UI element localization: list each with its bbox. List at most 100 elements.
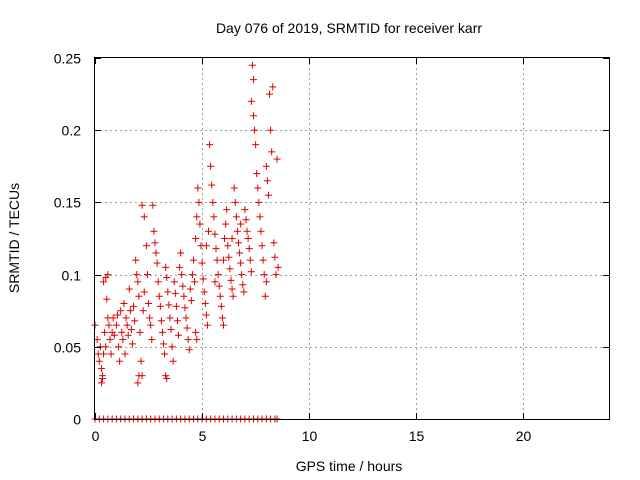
data-point bbox=[103, 295, 111, 303]
data-point bbox=[122, 314, 130, 322]
data-point bbox=[242, 216, 250, 224]
data-point bbox=[139, 307, 147, 315]
data-point bbox=[201, 299, 209, 307]
data-point bbox=[149, 201, 157, 209]
x-tick-label: 10 bbox=[302, 428, 318, 444]
data-point bbox=[247, 97, 255, 105]
plot-frame bbox=[94, 57, 610, 420]
axis-ticks bbox=[95, 58, 609, 420]
data-point bbox=[163, 273, 171, 281]
data-point bbox=[202, 311, 210, 319]
data-point bbox=[184, 336, 192, 344]
data-point bbox=[238, 271, 246, 279]
data-point bbox=[186, 285, 194, 293]
data-point bbox=[127, 325, 135, 333]
data-point bbox=[231, 198, 239, 206]
data-point bbox=[113, 311, 121, 319]
data-point bbox=[161, 350, 169, 358]
data-point bbox=[192, 328, 200, 336]
data-point bbox=[255, 198, 263, 206]
data-point bbox=[178, 271, 186, 279]
data-point bbox=[257, 227, 265, 235]
data-point bbox=[151, 239, 159, 247]
data-point bbox=[258, 242, 266, 250]
data-point bbox=[271, 253, 279, 261]
data-point bbox=[262, 278, 270, 286]
data-point bbox=[152, 249, 160, 257]
data-point bbox=[226, 265, 234, 273]
data-point bbox=[262, 162, 270, 170]
data-point bbox=[199, 275, 207, 283]
data-point bbox=[173, 317, 181, 325]
data-point bbox=[176, 263, 184, 271]
data-point bbox=[157, 317, 165, 325]
data-point bbox=[272, 271, 280, 279]
data-point bbox=[228, 235, 236, 242]
data-point bbox=[211, 278, 219, 286]
data-point bbox=[167, 325, 175, 333]
chart-title: Day 076 of 2019, SRMTID for receiver kar… bbox=[216, 20, 482, 36]
data-point bbox=[193, 336, 201, 344]
data-point bbox=[251, 126, 259, 134]
data-point bbox=[187, 297, 195, 305]
data-point bbox=[202, 242, 210, 250]
data-point bbox=[233, 227, 241, 235]
data-point bbox=[228, 285, 236, 293]
data-point bbox=[220, 256, 227, 264]
data-point bbox=[179, 282, 187, 290]
data-point bbox=[123, 321, 131, 329]
data-point bbox=[171, 289, 179, 297]
data-point bbox=[209, 198, 217, 206]
data-point bbox=[169, 357, 177, 365]
data-point bbox=[100, 278, 108, 286]
data-point bbox=[207, 162, 215, 170]
data-point bbox=[237, 220, 245, 228]
data-point bbox=[97, 364, 105, 372]
data-point bbox=[274, 263, 282, 271]
data-point bbox=[168, 343, 176, 351]
data-point bbox=[175, 331, 183, 339]
data-point bbox=[132, 256, 140, 264]
data-point bbox=[170, 278, 178, 286]
data-point bbox=[162, 263, 170, 271]
data-point bbox=[106, 336, 114, 344]
data-point bbox=[134, 379, 142, 387]
data-point bbox=[153, 259, 161, 267]
data-point bbox=[194, 184, 202, 192]
data-point bbox=[119, 336, 127, 344]
data-point bbox=[249, 112, 257, 120]
data-point bbox=[150, 227, 158, 235]
data-point bbox=[118, 328, 126, 336]
data-points bbox=[91, 61, 282, 423]
data-point bbox=[210, 213, 218, 221]
tick-labels: 0 0.05 0.1 0.15 0.2 0.25 0 5 10 15 20 bbox=[54, 51, 532, 445]
data-point bbox=[143, 271, 151, 279]
data-point bbox=[208, 181, 216, 189]
data-point bbox=[239, 281, 247, 289]
data-point bbox=[232, 213, 240, 221]
data-point bbox=[172, 302, 180, 310]
data-point bbox=[205, 227, 213, 235]
data-point bbox=[117, 307, 125, 315]
data-point bbox=[107, 350, 115, 358]
data-point bbox=[162, 372, 170, 380]
data-point bbox=[134, 278, 142, 286]
data-point bbox=[148, 336, 156, 344]
data-point bbox=[137, 357, 145, 365]
data-point bbox=[182, 314, 190, 322]
data-point bbox=[147, 321, 155, 329]
data-point bbox=[223, 206, 231, 214]
data-point bbox=[268, 148, 276, 156]
data-point bbox=[116, 357, 124, 365]
data-point bbox=[101, 328, 109, 336]
x-axis-label: GPS time / hours bbox=[296, 458, 403, 474]
y-axis-label: SRMTID / TECUs bbox=[6, 183, 22, 293]
data-point bbox=[131, 317, 139, 325]
data-point bbox=[206, 141, 214, 149]
data-point bbox=[264, 191, 272, 199]
data-point bbox=[246, 256, 254, 264]
data-point bbox=[263, 177, 271, 185]
y-tick-label: 0.2 bbox=[62, 123, 82, 139]
y-tick-label: 0 bbox=[73, 412, 81, 428]
data-point bbox=[225, 253, 233, 261]
